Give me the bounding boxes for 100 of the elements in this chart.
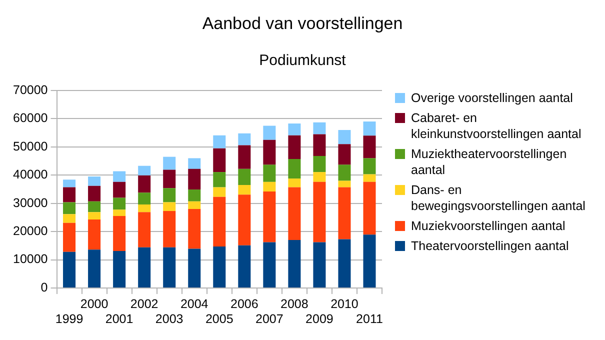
bar [313, 134, 326, 156]
chart-title: Aanbod van voorstellingen [201, 14, 404, 34]
bar [163, 188, 176, 202]
x-tick-label: 2002 [130, 296, 158, 311]
y-tick-label: 10000 [12, 252, 48, 266]
bar [188, 168, 201, 190]
bar [238, 168, 251, 186]
bar [313, 242, 326, 288]
legend-label: Theatervoorstellingen aantal [411, 239, 569, 253]
legend-label: Cabaret- en kleinkunstvoorstellingen aantal [411, 111, 582, 141]
bar [88, 250, 101, 288]
bar [63, 180, 76, 188]
y-tick-label: 40000 [12, 168, 48, 182]
bar [263, 182, 276, 192]
x-tick-label: 2001 [105, 312, 134, 326]
x-tick-label: 2010 [330, 296, 358, 311]
bar [238, 245, 251, 288]
bar [238, 133, 251, 146]
legend-label: Overige voorstellingen aantal [411, 91, 573, 105]
bar [288, 159, 301, 179]
bar [213, 148, 226, 172]
bar [63, 187, 76, 202]
bar [163, 202, 176, 211]
legend-label: Dans- en bewegingsvoorstellingen aantal [411, 183, 586, 213]
bar [313, 122, 326, 134]
bar [113, 198, 126, 210]
bar [338, 144, 351, 165]
bar [363, 136, 376, 158]
bar [188, 190, 201, 202]
legend-label: Muziektheatervoorstellingen aantal [411, 147, 567, 177]
legend-label: Muziekvoorstellingen aantal [411, 219, 566, 233]
y-tick-label: 60000 [12, 111, 48, 126]
bar [188, 201, 201, 209]
bar [313, 172, 326, 182]
bar [113, 216, 126, 252]
bar [263, 164, 276, 182]
bar [288, 187, 301, 240]
bar [338, 239, 351, 288]
bar [163, 156, 176, 170]
y-tick-label: 0 [40, 280, 48, 294]
bar [63, 222, 76, 252]
bar [63, 252, 76, 288]
bar [238, 185, 251, 195]
bar [88, 212, 101, 220]
bar [338, 130, 351, 144]
bar [313, 156, 326, 172]
bar [363, 234, 376, 288]
bar [363, 182, 376, 235]
bar [138, 192, 151, 204]
bar [113, 210, 126, 216]
bar [138, 212, 151, 248]
x-tick-label: 2003 [155, 312, 184, 326]
bar [338, 164, 351, 181]
bar [263, 140, 276, 165]
x-tick-label: 2005 [205, 312, 234, 326]
bar [113, 251, 126, 288]
bar [63, 214, 76, 223]
y-tick-label: 30000 [12, 196, 48, 210]
y-tick-label: 50000 [12, 139, 48, 154]
x-tick-label: 2007 [256, 312, 284, 326]
bar [363, 158, 376, 174]
bar [363, 122, 376, 136]
bar [113, 182, 126, 198]
bar [88, 176, 101, 186]
bar [63, 202, 76, 214]
bar [88, 219, 101, 250]
bar [163, 170, 176, 188]
x-tick-label: 2004 [180, 296, 208, 311]
bar [338, 187, 351, 240]
bar [288, 135, 301, 160]
bar [313, 182, 326, 242]
bar [138, 166, 151, 176]
bar [88, 186, 101, 202]
bar [288, 240, 301, 288]
bar [213, 135, 226, 148]
x-tick-label: 2009 [306, 312, 334, 326]
bar [163, 210, 176, 248]
bar [263, 126, 276, 140]
x-tick-label: 2006 [230, 296, 258, 311]
x-tick-label: 2011 [356, 312, 383, 326]
bar [88, 201, 101, 212]
bar [238, 194, 251, 246]
bar [188, 158, 201, 169]
chart-subtitle: Podiumkunst [258, 52, 347, 69]
bar [263, 242, 276, 288]
bar [238, 145, 251, 169]
x-tick-label: 2008 [280, 296, 308, 311]
bar [213, 196, 226, 247]
bar [213, 172, 226, 188]
bar [213, 187, 226, 197]
y-tick-label: 20000 [12, 224, 48, 238]
bar [338, 180, 351, 188]
x-tick-label: 2000 [80, 296, 108, 311]
bar [113, 171, 126, 182]
bar [138, 247, 151, 288]
bar [138, 204, 151, 212]
bar [263, 192, 276, 242]
bar [363, 174, 376, 182]
bar [138, 175, 151, 193]
bar [213, 246, 226, 288]
